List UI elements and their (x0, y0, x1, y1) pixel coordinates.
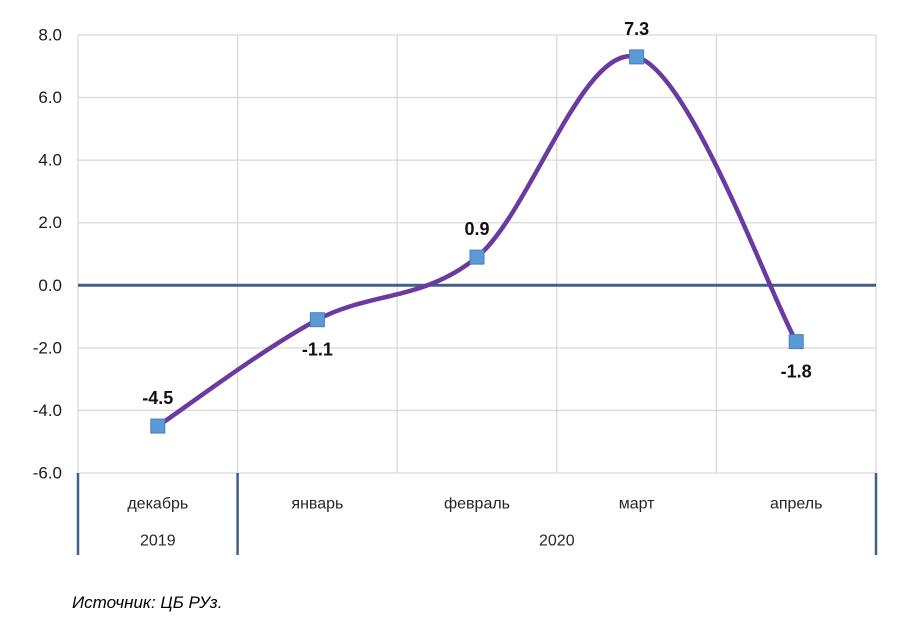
source-note: Источник: ЦБ РУз. (72, 593, 223, 612)
data-point-label: 0.9 (464, 219, 489, 239)
y-axis-tick-label: 4.0 (38, 151, 62, 170)
data-point-marker (309, 312, 325, 328)
data-point-marker (788, 334, 804, 350)
y-axis-tick-label: 0.0 (38, 276, 62, 295)
data-point-label: -1.1 (302, 340, 333, 360)
data-point-label: -1.8 (781, 362, 812, 382)
data-point-marker (469, 249, 485, 265)
x-axis-month-label: январь (291, 496, 343, 513)
x-axis-year-label: 2019 (140, 533, 176, 550)
y-axis-tick-label: 8.0 (38, 26, 62, 45)
data-point-marker (150, 418, 166, 434)
y-axis-tick-label: -2.0 (33, 338, 62, 357)
y-axis-tick-label: 6.0 (38, 88, 62, 107)
y-axis-tick-label: 2.0 (38, 213, 62, 232)
x-axis-month-label: апрель (770, 496, 823, 513)
data-point-label: 7.3 (624, 19, 649, 39)
x-axis-year-label: 2020 (539, 533, 575, 550)
y-axis-tick-label: -6.0 (33, 464, 62, 483)
data-point-marker (629, 49, 645, 65)
data-point-label: -4.5 (142, 388, 173, 408)
series-line (155, 53, 799, 429)
x-axis-month-label: февраль (444, 496, 510, 513)
x-axis-month-label: март (619, 496, 655, 513)
y-axis-tick-label: -4.0 (33, 401, 62, 420)
x-axis-month-label: декабрь (127, 496, 188, 513)
